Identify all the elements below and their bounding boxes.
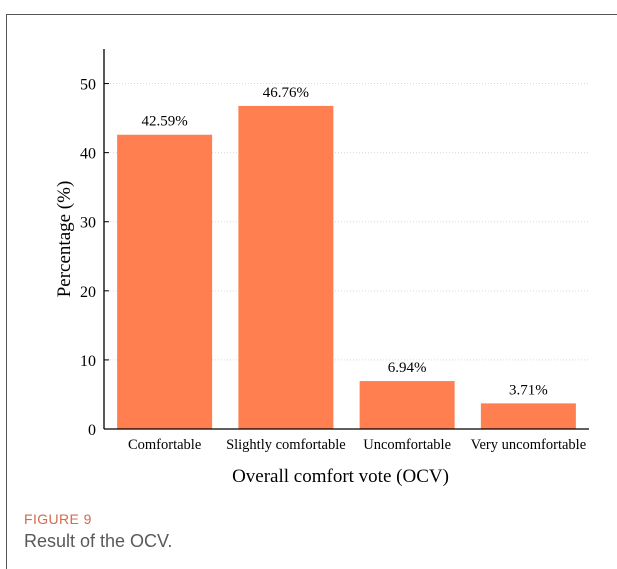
bar	[480, 403, 576, 429]
bar	[238, 105, 334, 429]
bar	[359, 381, 455, 429]
y-tick-label: 20	[80, 284, 96, 301]
y-axis-label: Percentage (%)	[54, 181, 75, 298]
y-tick-label: 40	[80, 146, 96, 163]
data-label: 42.59%	[142, 114, 188, 130]
x-tick-label: Comfortable	[128, 437, 201, 453]
tick-labels: 0 10 20 30 40 50 42.59% Comfortable 46.76% Slight…	[80, 77, 586, 453]
bars	[117, 105, 576, 429]
figure-caption: Result of the OCV.	[24, 531, 173, 551]
y-tick-label: 50	[80, 77, 96, 94]
x-tick-label: Very uncomfortable	[471, 437, 587, 453]
data-label: 46.76%	[263, 85, 309, 101]
x-axis-label: Overall comfort vote (OCV)	[232, 466, 449, 487]
x-tick-label: Uncomfortable	[363, 437, 451, 453]
y-tick-label: 10	[80, 353, 96, 370]
data-label: 3.71%	[509, 382, 548, 398]
x-tick-label: Slightly comfortable	[226, 437, 346, 453]
y-tick-label: 0	[88, 422, 96, 439]
y-tick-label: 30	[80, 215, 96, 232]
bar-chart: 0 10 20 30 40 50 42.59% Comfortable 46.76% Slight…	[54, 49, 589, 487]
figure-label: FIGURE 9	[24, 511, 92, 527]
axes	[103, 49, 589, 430]
bar	[117, 134, 213, 429]
figure-frame	[6, 14, 617, 569]
data-label: 6.94%	[388, 360, 427, 376]
